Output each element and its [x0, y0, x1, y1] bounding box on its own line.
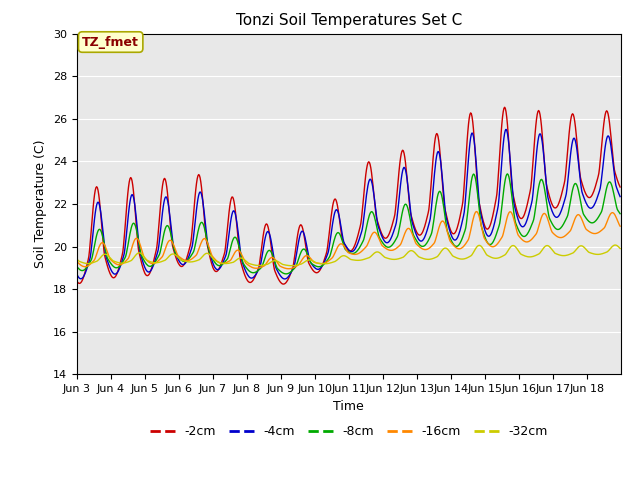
- Legend: -2cm, -4cm, -8cm, -16cm, -32cm: -2cm, -4cm, -8cm, -16cm, -32cm: [145, 420, 553, 443]
- X-axis label: Time: Time: [333, 400, 364, 413]
- Text: TZ_fmet: TZ_fmet: [82, 36, 139, 48]
- Title: Tonzi Soil Temperatures Set C: Tonzi Soil Temperatures Set C: [236, 13, 462, 28]
- Y-axis label: Soil Temperature (C): Soil Temperature (C): [35, 140, 47, 268]
